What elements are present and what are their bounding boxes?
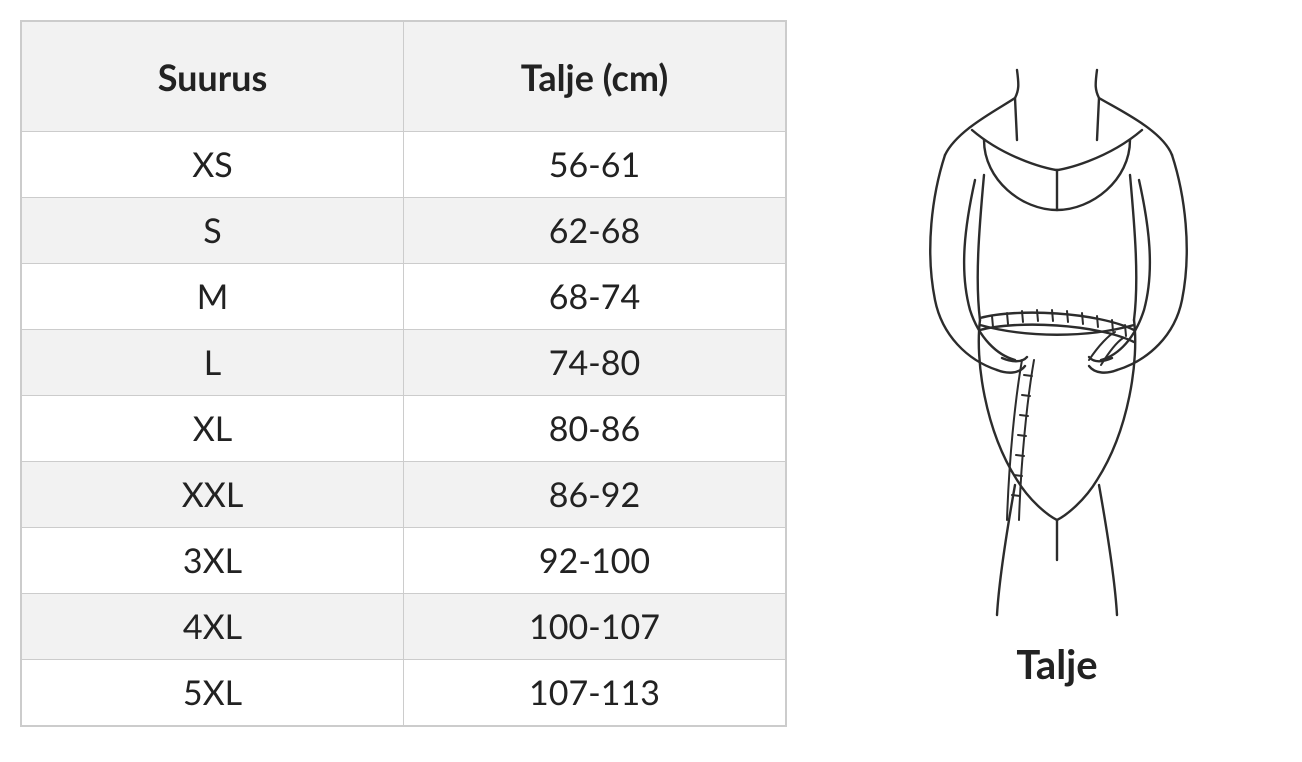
table-row: XXL 86-92 <box>22 462 786 528</box>
cell-waist: 86-92 <box>404 462 786 528</box>
cell-waist: 56-61 <box>404 132 786 198</box>
table-row: L 74-80 <box>22 330 786 396</box>
col-header-waist: Talje (cm) <box>404 22 786 132</box>
table-body: XS 56-61 S 62-68 M 68-74 L 74-80 XL 80-8… <box>22 132 786 726</box>
table-row: 3XL 92-100 <box>22 528 786 594</box>
cell-size: S <box>22 198 404 264</box>
cell-size: 5XL <box>22 660 404 726</box>
table-header-row: Suurus Talje (cm) <box>22 22 786 132</box>
table-row: S 62-68 <box>22 198 786 264</box>
cell-size: 4XL <box>22 594 404 660</box>
table-row: XS 56-61 <box>22 132 786 198</box>
illustration-caption: Talje <box>1016 640 1097 688</box>
cell-waist: 107-113 <box>404 660 786 726</box>
body-measure-icon <box>847 60 1267 620</box>
table-row: 5XL 107-113 <box>22 660 786 726</box>
size-table: Suurus Talje (cm) XS 56-61 S 62-68 M 68-… <box>21 21 786 726</box>
cell-size: XXL <box>22 462 404 528</box>
cell-waist: 68-74 <box>404 264 786 330</box>
cell-size: L <box>22 330 404 396</box>
cell-size: M <box>22 264 404 330</box>
table-row: 4XL 100-107 <box>22 594 786 660</box>
cell-waist: 92-100 <box>404 528 786 594</box>
cell-waist: 100-107 <box>404 594 786 660</box>
table-row: M 68-74 <box>22 264 786 330</box>
size-table-container: Suurus Talje (cm) XS 56-61 S 62-68 M 68-… <box>20 20 787 727</box>
waist-illustration: Talje <box>847 20 1267 688</box>
cell-waist: 62-68 <box>404 198 786 264</box>
cell-waist: 80-86 <box>404 396 786 462</box>
table-row: XL 80-86 <box>22 396 786 462</box>
col-header-size: Suurus <box>22 22 404 132</box>
cell-size: 3XL <box>22 528 404 594</box>
cell-size: XS <box>22 132 404 198</box>
cell-waist: 74-80 <box>404 330 786 396</box>
cell-size: XL <box>22 396 404 462</box>
